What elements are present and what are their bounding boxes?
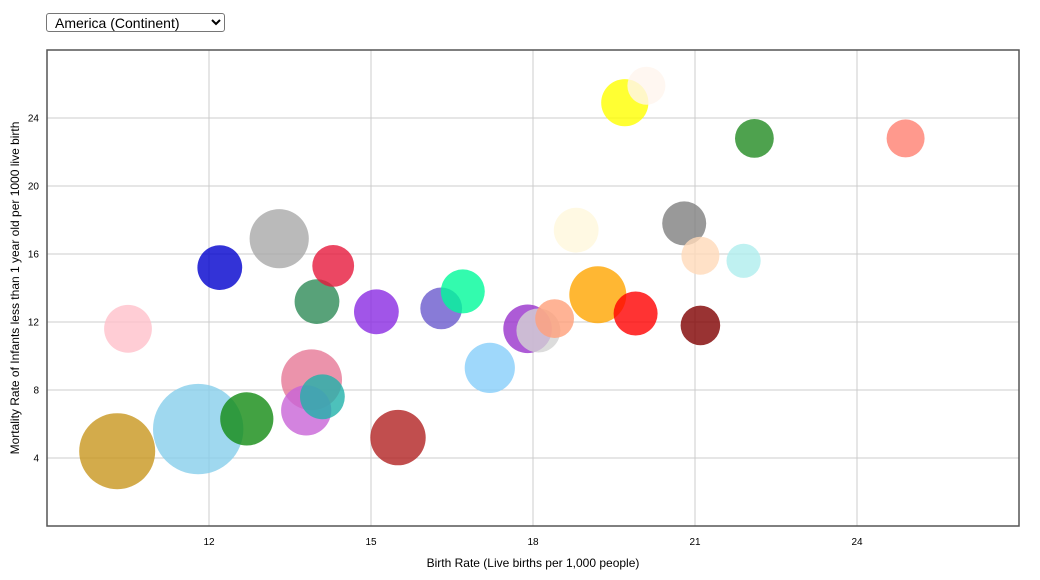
y-tick-label: 12 xyxy=(28,318,40,329)
bubble[interactable] xyxy=(312,245,355,287)
bubble[interactable] xyxy=(104,304,152,353)
bubble[interactable] xyxy=(662,201,707,246)
y-tick-label: 4 xyxy=(33,454,39,465)
x-tick-label: 24 xyxy=(851,537,863,548)
bubble[interactable] xyxy=(249,209,309,269)
plot-frame xyxy=(46,49,1020,527)
bubble[interactable] xyxy=(294,279,340,324)
bubble[interactable] xyxy=(300,374,345,420)
bubble[interactable] xyxy=(726,243,761,278)
x-axis-ticks: 12 15 18 21 24 xyxy=(203,537,863,548)
bubble[interactable] xyxy=(735,118,774,158)
bubble[interactable] xyxy=(886,119,925,158)
y-tick-label: 24 xyxy=(28,114,40,125)
bubble[interactable] xyxy=(197,245,243,290)
bubble[interactable] xyxy=(220,392,274,446)
bubble[interactable] xyxy=(153,383,244,475)
bubble[interactable] xyxy=(440,269,485,314)
x-tick-label: 12 xyxy=(203,537,215,548)
x-tick-label: 21 xyxy=(689,537,701,548)
y-tick-label: 20 xyxy=(28,182,40,193)
bubble[interactable] xyxy=(354,289,399,335)
bubble[interactable] xyxy=(79,413,156,490)
x-tick-label: 18 xyxy=(527,537,539,548)
bubble[interactable] xyxy=(569,266,627,324)
bubble[interactable] xyxy=(370,409,426,466)
region-select[interactable]: America (Continent) xyxy=(46,13,225,32)
bubble[interactable] xyxy=(681,236,720,275)
x-axis-title: Birth Rate (Live births per 1,000 people… xyxy=(427,556,640,570)
y-tick-label: 8 xyxy=(33,386,39,397)
y-axis-title: Mortality Rate of Infants less than 1 ye… xyxy=(8,122,22,455)
y-tick-label: 16 xyxy=(28,250,40,261)
bubble[interactable] xyxy=(613,291,658,336)
bubble[interactable] xyxy=(464,342,515,393)
bubble[interactable] xyxy=(627,66,666,105)
bubble[interactable] xyxy=(680,305,721,346)
bubbles xyxy=(79,66,925,490)
bubble[interactable] xyxy=(553,207,599,253)
y-axis-ticks: 4 8 12 16 20 24 xyxy=(28,114,40,465)
bubble[interactable] xyxy=(535,299,574,338)
x-tick-label: 15 xyxy=(365,537,377,548)
